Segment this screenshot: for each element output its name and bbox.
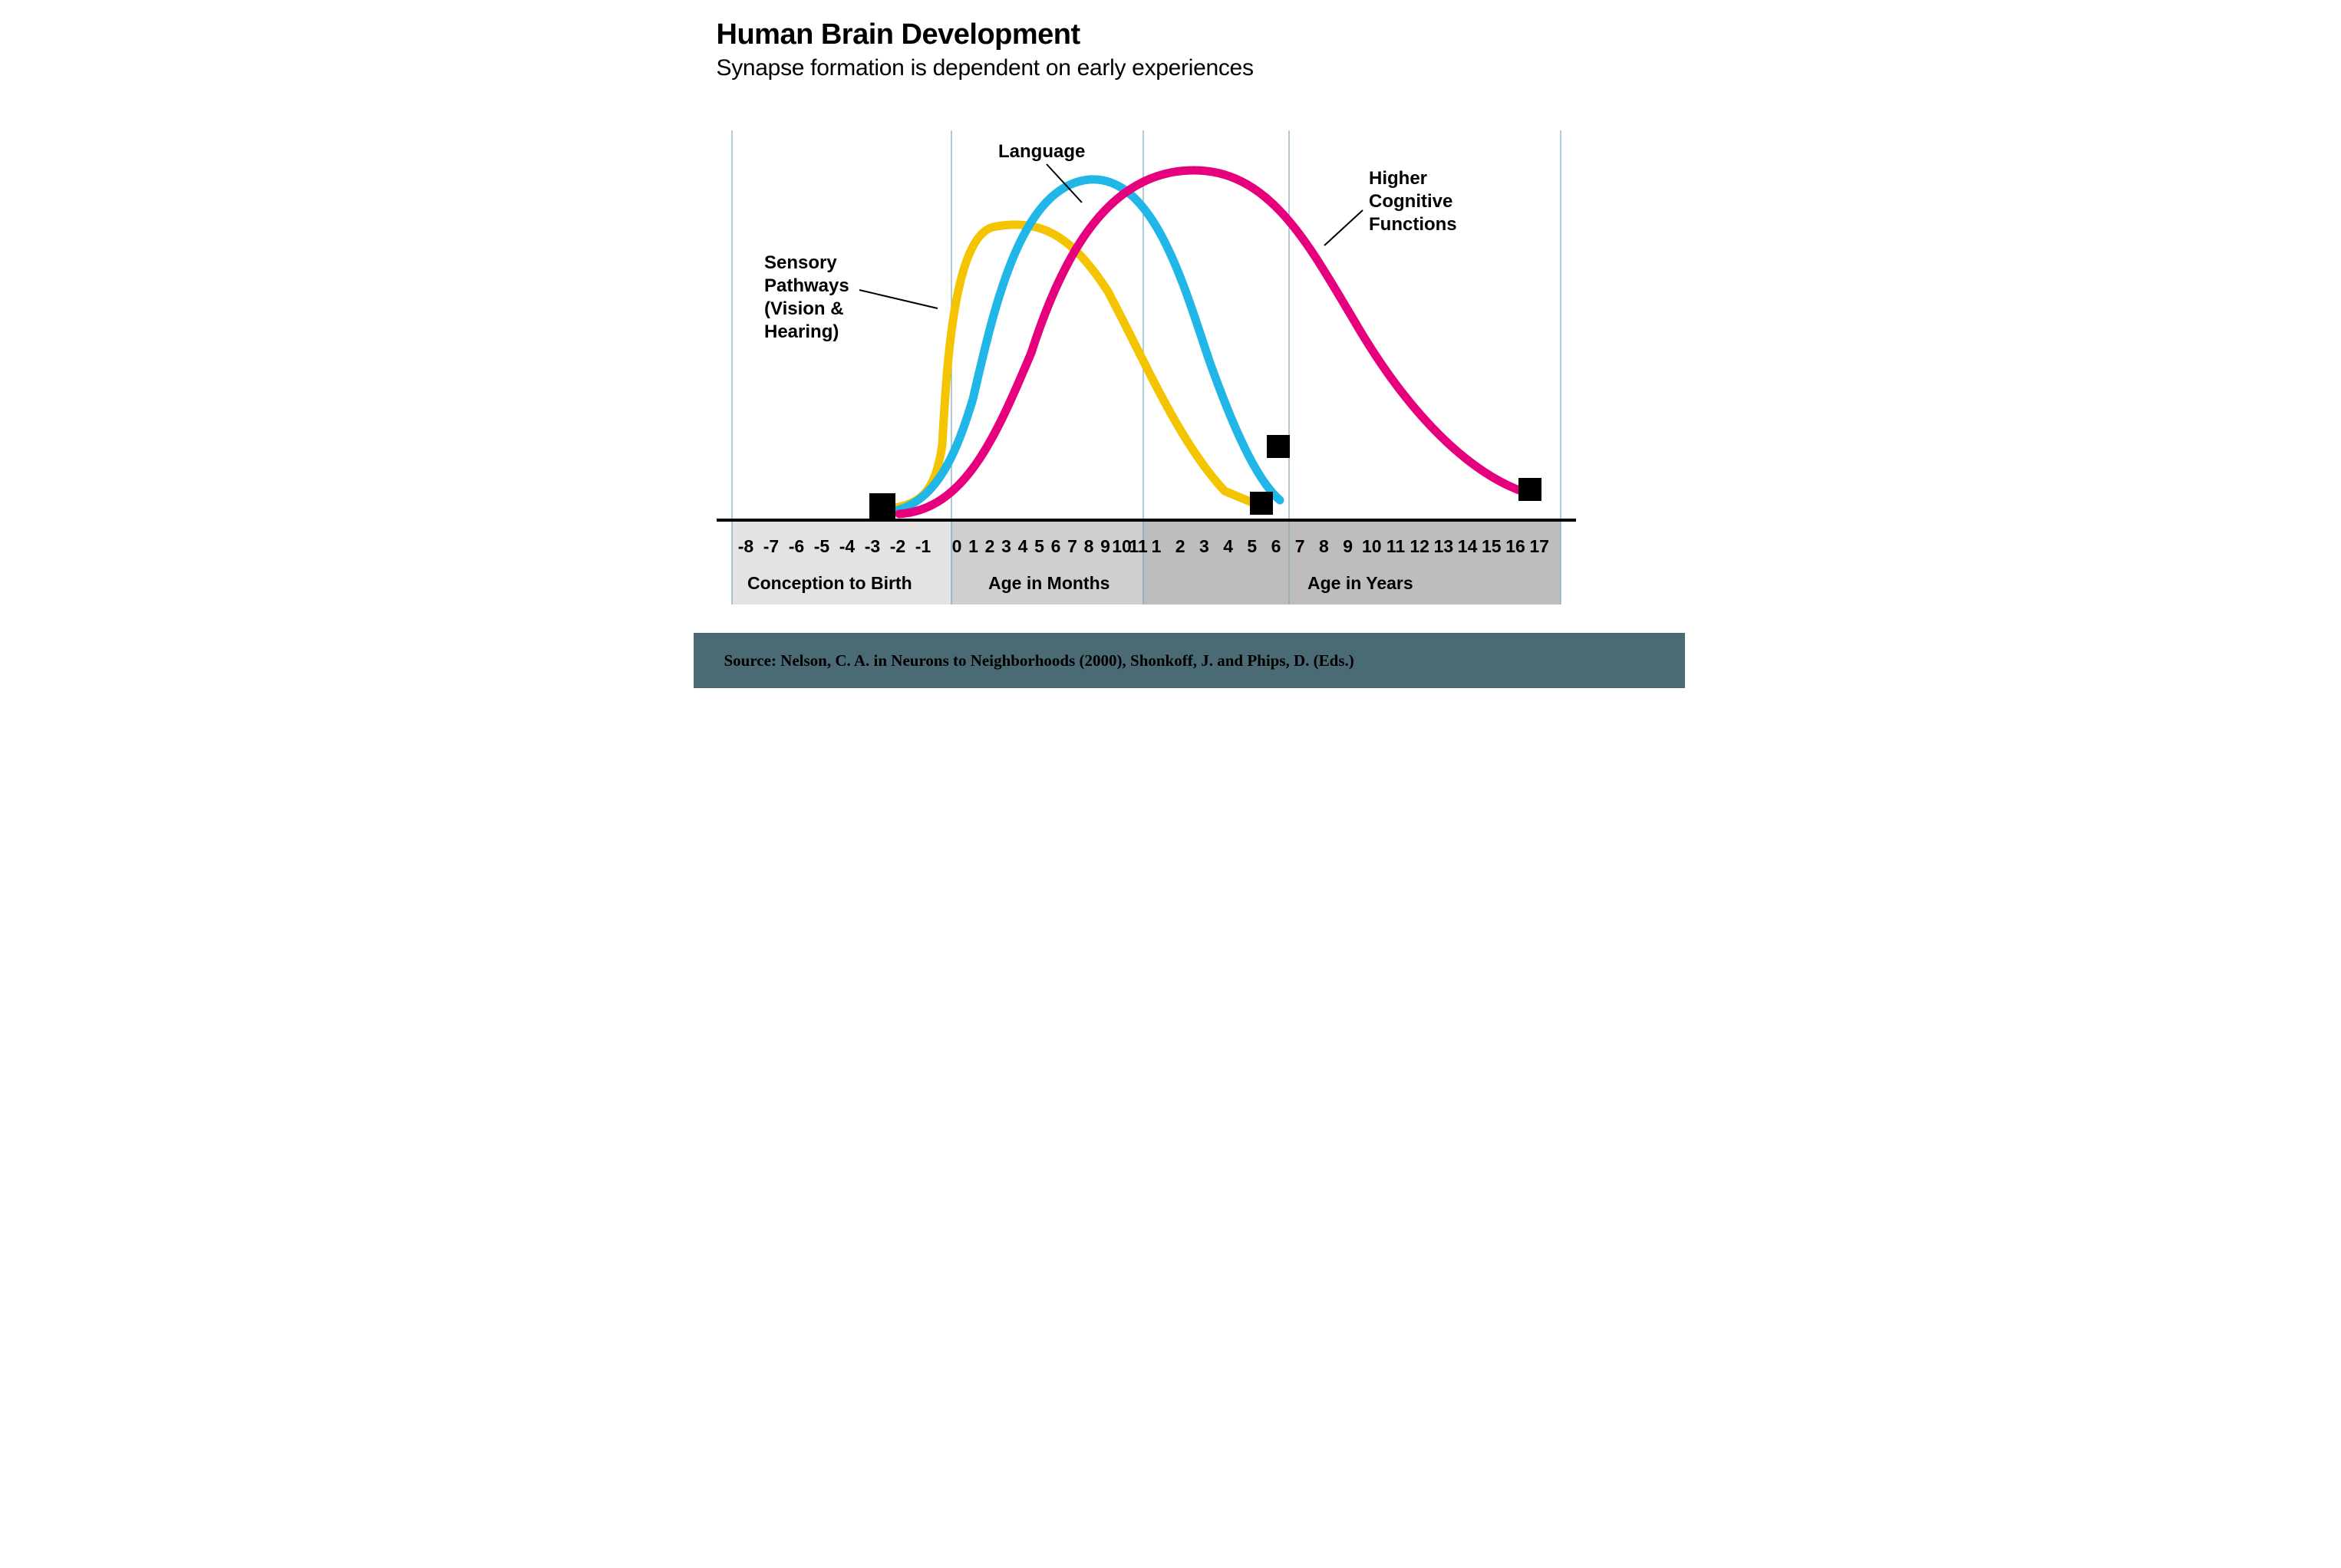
axis-tick: 1 [1151,536,1161,556]
end-marker-cognitive [1518,478,1541,501]
axis-tick: 7 [1067,536,1077,556]
axis-tick: 9 [1100,536,1110,556]
axis-tick: 0 [951,536,961,556]
axis-tick: -2 [889,536,905,556]
axis-tick: -5 [813,536,829,556]
axis-tick: 17 [1529,536,1549,556]
axis-tick: 11 [1129,536,1148,556]
axis-tick: -7 [763,536,778,556]
axis-tick: -4 [839,536,855,556]
source-bar: Source: Nelson, C. A. in Neurons to Neig… [694,633,1685,688]
axis-section-label: Age in Years [1307,573,1413,593]
axis-tick: 16 [1505,536,1525,556]
axis-tick: 7 [1294,536,1304,556]
leader-sensory [859,290,938,308]
brain-development-chart: -8-7-6-5-4-3-2-1Conception to Birth01234… [657,0,1685,688]
end-marker-sensory [1250,492,1273,515]
axis-section-label: Age in Months [988,573,1110,593]
axis-tick: 12 [1410,536,1429,556]
axis-tick: 5 [1034,536,1044,556]
axis-tick: 10 [1362,536,1382,556]
curve-sensory [881,225,1261,509]
callout-cognitive: HigherCognitiveFunctions [1369,168,1457,235]
axis-tick: 15 [1482,536,1502,556]
start-marker [869,493,895,519]
figure-container: Human Brain Development Synapse formatio… [657,0,1685,688]
axis-tick: 6 [1271,536,1281,556]
axis-tick: 4 [1223,536,1233,556]
axis-tick: 8 [1083,536,1093,556]
axis-tick: 13 [1433,536,1453,556]
axis-tick: 1 [968,536,978,556]
callout-sensory: SensoryPathways(Vision &Hearing) [764,252,849,342]
axis-tick: 4 [1017,536,1027,556]
axis-tick: -6 [788,536,803,556]
axis-tick: -8 [737,536,753,556]
end-marker-language [1267,435,1290,458]
axis-tick: 8 [1319,536,1329,556]
axis-tick: -1 [915,536,931,556]
axis-tick: 11 [1386,536,1405,556]
axis-tick: 9 [1343,536,1353,556]
axis-section-label: Conception to Birth [747,573,912,593]
axis-tick: 14 [1457,536,1477,556]
axis-tick: -3 [864,536,879,556]
axis-tick: 3 [1001,536,1011,556]
axis-tick: 6 [1050,536,1060,556]
axis-tick: 5 [1247,536,1257,556]
axis-tick: 2 [1175,536,1185,556]
axis-tick: 3 [1199,536,1209,556]
leader-cognitive [1324,210,1363,245]
callout-language: Language [998,141,1085,162]
axis-tick: 2 [984,536,994,556]
source-citation: Source: Nelson, C. A. in Neurons to Neig… [724,651,1354,670]
